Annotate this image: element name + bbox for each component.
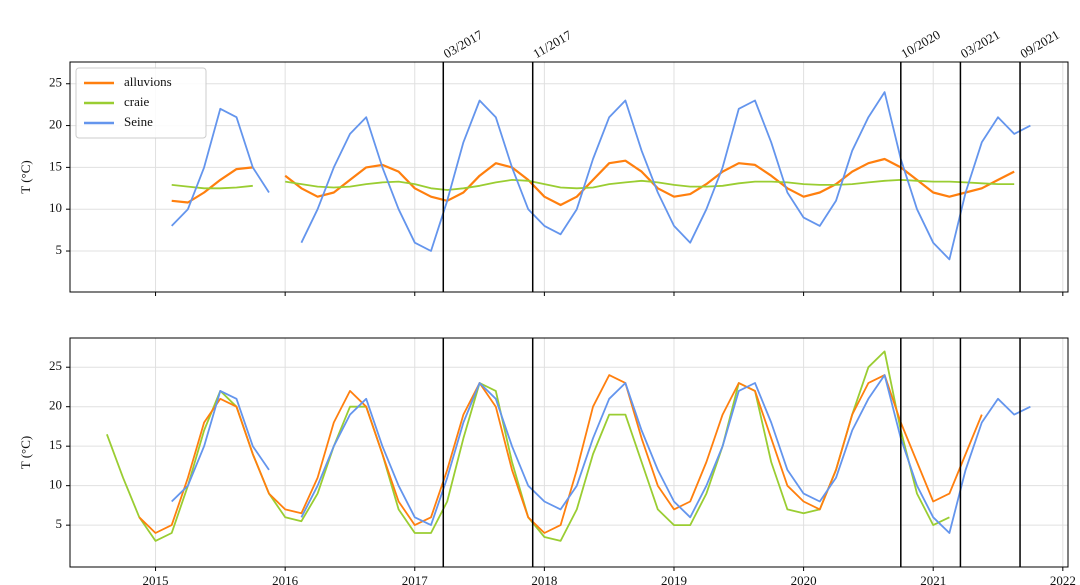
y-tick-label: 20 bbox=[49, 117, 62, 132]
y-tick-label: 5 bbox=[56, 516, 63, 531]
y-axis-label: T (°C) bbox=[18, 160, 33, 193]
legend-label: alluvions bbox=[124, 74, 172, 89]
y-tick-label: 20 bbox=[49, 398, 62, 413]
x-tick-label: 2018 bbox=[531, 573, 557, 585]
y-tick-label: 25 bbox=[49, 358, 62, 373]
x-tick-label: 2020 bbox=[791, 573, 817, 585]
x-tick-label: 2022 bbox=[1050, 573, 1076, 585]
y-tick-label: 10 bbox=[49, 477, 62, 492]
event-label: 03/2021 bbox=[958, 27, 1002, 61]
axes-frame bbox=[69, 337, 1069, 568]
x-tick-label: 2017 bbox=[402, 573, 429, 585]
legend-label: craie bbox=[124, 94, 149, 109]
event-label: 11/2017 bbox=[530, 27, 574, 61]
y-tick-label: 25 bbox=[49, 75, 62, 90]
event-label: 10/2020 bbox=[898, 27, 942, 61]
series-line bbox=[171, 179, 1015, 191]
y-tick-label: 15 bbox=[49, 437, 62, 452]
x-tick-label: 2019 bbox=[661, 573, 687, 585]
legend-box bbox=[75, 67, 207, 139]
y-tick-label: 5 bbox=[56, 242, 63, 257]
legend-label: Seine bbox=[124, 114, 153, 129]
series-line bbox=[171, 374, 1031, 534]
y-tick-label: 15 bbox=[49, 158, 62, 173]
event-label: 03/2017 bbox=[441, 27, 486, 62]
series-line bbox=[171, 91, 1031, 261]
axes-frame bbox=[69, 61, 1069, 293]
y-tick-label: 10 bbox=[49, 200, 62, 215]
x-tick-label: 2021 bbox=[920, 573, 946, 585]
series-line bbox=[171, 157, 1015, 207]
x-tick-label: 2015 bbox=[143, 573, 169, 585]
series-line bbox=[138, 374, 983, 534]
x-tick-label: 2016 bbox=[272, 573, 299, 585]
event-label: 09/2021 bbox=[1018, 27, 1062, 61]
y-axis-label: T (°C) bbox=[18, 436, 33, 469]
